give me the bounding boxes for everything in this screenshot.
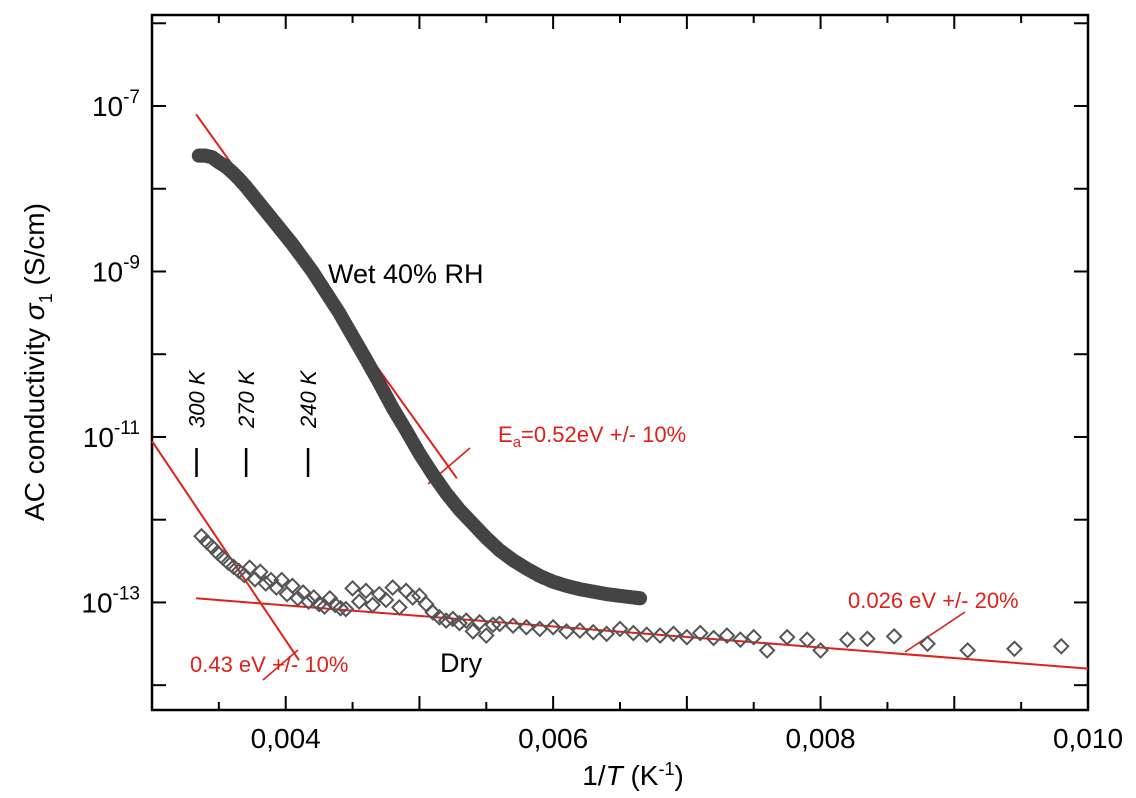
dry-point — [484, 616, 502, 634]
dry-point — [691, 624, 709, 642]
dry-point — [544, 618, 562, 636]
temp-label: 300 K — [185, 369, 210, 428]
dry-point — [571, 622, 589, 639]
y-tick-label: 10-11 — [83, 418, 140, 453]
temperature-markers: 300 K 270 K 240 K — [185, 369, 321, 477]
leader-line — [262, 649, 299, 681]
dry-point — [812, 642, 829, 659]
dry-point — [611, 620, 629, 638]
dry-point — [638, 626, 656, 644]
dry-point — [919, 635, 936, 653]
dry-point — [651, 627, 669, 644]
dry-point — [364, 596, 382, 614]
dry-point — [283, 577, 301, 595]
y-tick-label: 10-9 — [92, 252, 140, 287]
dry-point — [838, 631, 856, 649]
dry-point — [491, 615, 509, 633]
dry-point — [417, 595, 435, 613]
wet-point — [633, 591, 648, 606]
dry-point — [310, 595, 328, 613]
temp-label: 240 K — [296, 369, 321, 429]
leader-line — [904, 611, 966, 653]
dry-point — [598, 625, 616, 643]
dry-point — [558, 622, 575, 640]
dry-point — [337, 600, 355, 618]
dry-point — [390, 598, 408, 616]
x-axis-ticks: 0,004 0,006 0,008 0,010 — [151, 15, 1123, 754]
dry-point — [404, 589, 422, 606]
dry-point — [457, 612, 475, 630]
dry-point — [1006, 640, 1023, 658]
dry-point — [377, 591, 395, 609]
dry-point — [444, 610, 462, 628]
dry-point — [344, 579, 361, 597]
fit-line — [151, 440, 300, 661]
dry-point — [384, 579, 402, 596]
dry-point — [778, 628, 796, 646]
dry-point — [273, 571, 291, 589]
dry-point — [464, 622, 482, 640]
dry-point — [251, 563, 269, 581]
dry-point — [437, 612, 455, 630]
wet-series-label: Wet 40% RH — [328, 259, 484, 289]
dry-point — [584, 623, 602, 641]
dry-point — [858, 630, 876, 648]
dry-point — [350, 593, 368, 611]
dry-point — [471, 613, 489, 631]
dry-point — [517, 618, 535, 636]
dry-point — [959, 642, 977, 659]
dry-point — [504, 617, 522, 635]
x-axis-title: 1/T (K-1) — [582, 759, 684, 791]
x-tick-label: 0,006 — [518, 723, 588, 754]
series-wet — [191, 148, 648, 606]
annotations: Wet 40% RH Dry Ea=0.52eV +/- 10% 0.43 eV… — [190, 259, 1019, 678]
dry-point — [424, 603, 442, 621]
dry-point — [257, 574, 275, 592]
dry-point — [678, 628, 696, 646]
dry-point — [357, 582, 375, 600]
dry-point — [241, 559, 259, 577]
y-tick-label: 10-7 — [92, 87, 140, 122]
dry-series-label: Dry — [440, 648, 482, 678]
dry-point — [300, 593, 317, 611]
fit-label-ea: Ea=0.52eV +/- 10% — [498, 422, 686, 451]
dry-point — [758, 642, 776, 659]
dry-point — [1052, 637, 1070, 655]
temp-label: 270 K — [234, 369, 259, 429]
fit-label-043: 0.43 eV +/- 10% — [190, 652, 348, 677]
dry-point — [705, 629, 723, 647]
dry-point — [332, 599, 349, 617]
dry-point — [798, 631, 816, 649]
dry-point — [885, 627, 903, 645]
x-tick-label: 0,004 — [251, 723, 321, 754]
dry-point — [289, 589, 307, 607]
dry-point — [531, 620, 549, 638]
y-tick-label: 10-13 — [81, 583, 140, 618]
series-dry — [193, 527, 1070, 659]
x-tick-label: 0,008 — [786, 723, 856, 754]
fit-label-0026: 0.026 eV +/- 20% — [848, 588, 1019, 613]
dry-point — [665, 625, 682, 643]
dry-point — [477, 627, 495, 644]
dry-point — [731, 631, 749, 649]
dry-point — [624, 624, 642, 642]
dry-point — [451, 614, 468, 632]
dry-point — [718, 627, 736, 644]
y-axis-ticks: 10-7 10-9 10-11 10-13 — [81, 22, 1088, 687]
x-tick-label: 0,010 — [1053, 723, 1123, 754]
dry-point — [745, 628, 763, 646]
y-axis-title: AC conductivity σ1 (S/cm) — [19, 203, 56, 521]
